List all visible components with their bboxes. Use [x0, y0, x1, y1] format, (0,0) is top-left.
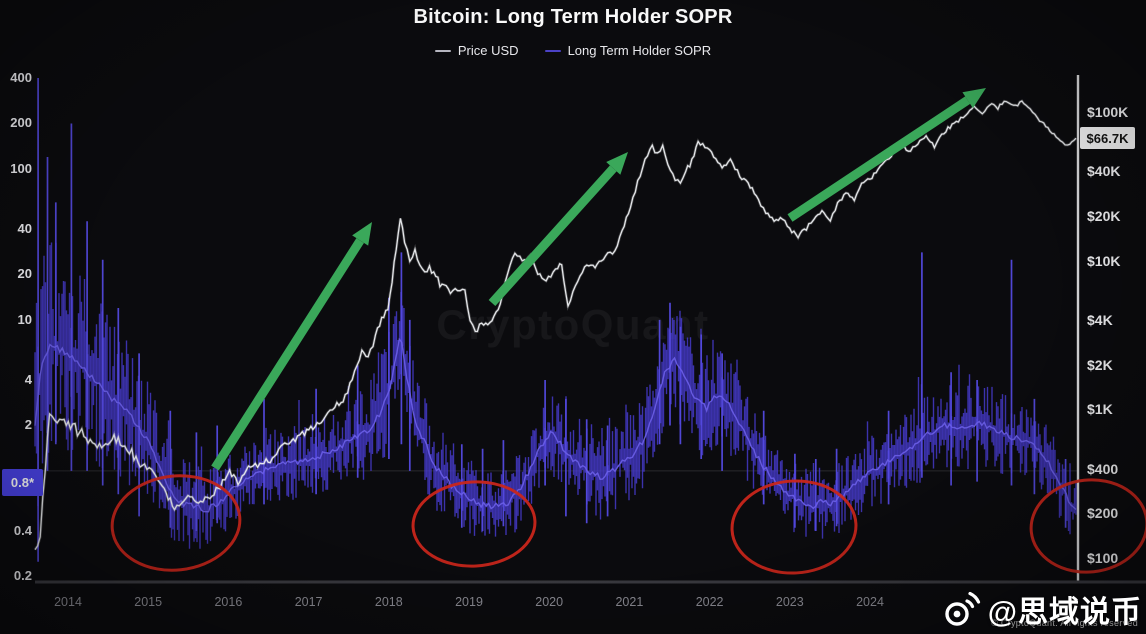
left-axis-tick: 40	[17, 221, 32, 236]
copyright-text: © CryptoQuant. All rights reserved	[991, 618, 1138, 628]
legend-item-price: Price USD	[434, 43, 519, 58]
left-axis-tick: 10	[17, 311, 32, 327]
left-axis-tick: 20	[17, 266, 32, 282]
right-axis-tick: $20K	[1087, 207, 1121, 224]
x-axis-year-label: 2017	[294, 595, 323, 609]
right-axis-tick: $4K	[1087, 311, 1113, 328]
legend-item-sopr: Long Term Holder SOPR	[544, 43, 712, 58]
price-current-value-tag: $66.7K	[1080, 127, 1135, 149]
left-axis-tick: 0.2	[13, 568, 32, 584]
x-axis-year-label: 2016	[214, 595, 243, 609]
x-axis-year-label: 2024	[856, 595, 884, 609]
right-axis-tick: $40K	[1087, 163, 1121, 180]
x-axis-year-label: 2022	[695, 595, 724, 609]
social-handle: @思域说币	[987, 596, 1142, 629]
right-axis-tick: $2K	[1087, 356, 1113, 373]
right-axis-tick: $400	[1087, 460, 1119, 477]
right-axis-tick: $100K	[1087, 104, 1129, 120]
trend-arrow-shaft	[488, 165, 617, 307]
weibo-icon	[945, 591, 980, 626]
legend: Price USD Long Term Holder SOPR	[0, 43, 1146, 58]
x-axis-year-label: 2019	[455, 595, 483, 609]
x-axis-year-label: 2021	[615, 595, 644, 609]
price-line	[34, 100, 1077, 551]
sopr-current-value-tag: 0.8*	[2, 469, 43, 496]
x-axis-year-label: 2023	[775, 595, 804, 609]
left-axis-tick: 100	[10, 160, 32, 176]
sopr-legend-swatch	[544, 49, 561, 52]
right-axis-tick: $100	[1087, 550, 1119, 567]
highlight-ellipse	[730, 479, 858, 575]
price-legend-label: Price USD	[457, 43, 519, 58]
left-axis-tick: 4	[24, 372, 32, 387]
trend-arrow-shaft	[211, 238, 364, 471]
left-axis-tick: 200	[10, 115, 32, 131]
right-axis-tick: $200	[1087, 505, 1119, 522]
trend-arrow-head	[962, 88, 986, 109]
highlight-ellipse	[1029, 478, 1146, 574]
highlight-ellipse	[110, 474, 242, 572]
x-axis-year-label: 2015	[134, 595, 163, 609]
price-legend-swatch	[434, 49, 451, 52]
right-axis-tick: $10K	[1087, 252, 1121, 269]
trend-arrow-head	[606, 152, 628, 175]
right-axis-tick: $1K	[1087, 401, 1113, 418]
page-title: Bitcoin: Long Term Holder SOPR	[413, 6, 733, 28]
x-axis-year-label: 2014	[54, 595, 82, 609]
highlight-ellipse	[411, 480, 537, 568]
left-axis-tick: 400	[10, 70, 32, 85]
trend-arrow-head	[352, 222, 372, 246]
social-watermark: @思域说币	[942, 587, 1142, 631]
left-axis-tick: 2	[24, 417, 32, 433]
sopr-line	[34, 337, 1077, 513]
sopr-legend-label: Long Term Holder SOPR	[567, 43, 712, 58]
x-axis-year-label: 2020	[535, 595, 564, 609]
x-axis-year-label: 2018	[374, 595, 403, 609]
cryptoquant-center-watermark: CryptoQuant	[436, 301, 710, 348]
trend-arrow-shaft	[787, 96, 971, 222]
left-axis-tick: 0.4	[13, 523, 32, 538]
